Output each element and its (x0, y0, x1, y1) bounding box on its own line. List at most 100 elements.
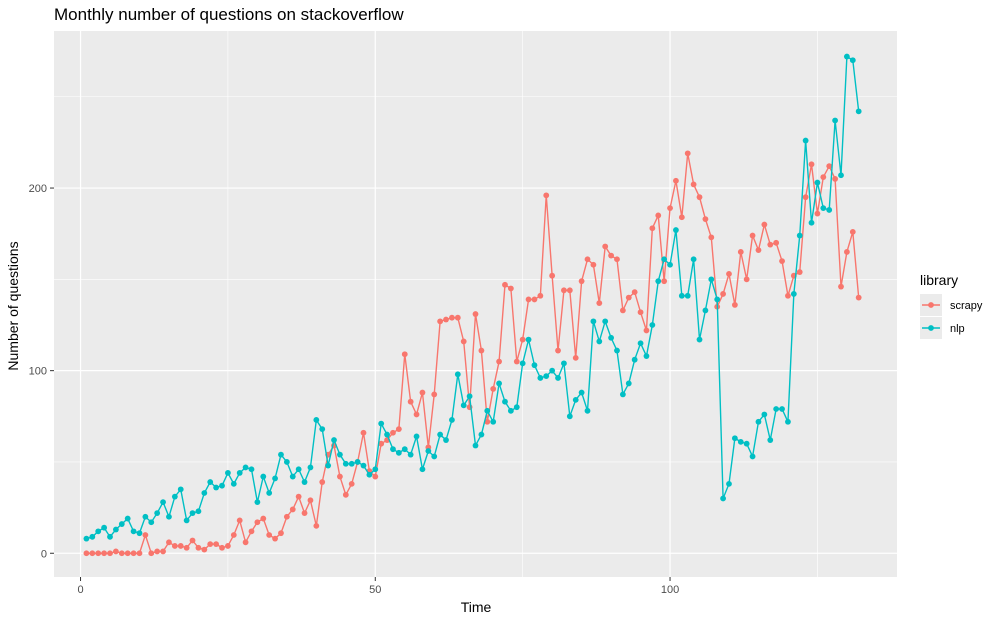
data-point-scrapy (631, 289, 638, 296)
data-point-nlp (614, 347, 620, 354)
x-tick-label: 100 (661, 584, 679, 596)
data-point-nlp (731, 435, 738, 442)
data-point-nlp (113, 526, 119, 533)
data-point-scrapy (419, 389, 426, 396)
data-point-nlp (543, 373, 550, 380)
data-point-scrapy (124, 550, 131, 557)
data-point-scrapy (213, 541, 220, 548)
data-point-scrapy (667, 205, 673, 212)
data-point-scrapy (431, 391, 438, 398)
data-point-nlp (655, 278, 662, 285)
data-point-nlp (773, 406, 780, 412)
legend-keys: scrapy nlp (920, 294, 983, 339)
series-nlp (83, 53, 862, 542)
data-point-scrapy (826, 163, 833, 170)
data-point-nlp (720, 495, 726, 502)
data-point-scrapy (443, 316, 449, 323)
data-point-nlp (230, 480, 237, 487)
data-point-nlp (390, 446, 396, 453)
data-point-scrapy (449, 314, 455, 321)
data-point-nlp (136, 530, 143, 537)
data-point-nlp (89, 533, 96, 540)
y-axis: 0 100 200 (29, 183, 54, 560)
data-point-scrapy (254, 519, 261, 526)
data-point-nlp (761, 411, 768, 418)
data-point-scrapy (737, 249, 744, 255)
data-point-nlp (407, 451, 414, 458)
data-point-nlp (673, 227, 679, 233)
data-point-scrapy (572, 354, 579, 361)
data-point-nlp (755, 418, 762, 425)
data-point-nlp (702, 307, 709, 314)
data-point-nlp (696, 336, 703, 343)
data-point-scrapy (555, 347, 561, 354)
data-point-nlp (130, 528, 137, 535)
data-point-nlp (266, 490, 273, 496)
data-point-nlp (661, 256, 668, 263)
data-point-scrapy (602, 243, 609, 250)
data-point-scrapy (272, 535, 278, 542)
data-point-scrapy (578, 278, 585, 285)
data-point-scrapy (107, 550, 113, 557)
data-point-nlp (272, 475, 278, 482)
data-point-scrapy (849, 228, 856, 235)
data-point-nlp (743, 440, 750, 447)
data-point-scrapy (289, 506, 296, 513)
data-point-nlp (207, 479, 214, 485)
data-point-nlp (814, 179, 821, 186)
data-point-nlp (325, 462, 332, 469)
data-point-scrapy (531, 296, 538, 303)
y-axis-title: Number of questions (5, 241, 21, 370)
data-point-nlp (219, 482, 225, 489)
data-point-nlp (225, 470, 231, 476)
data-point-scrapy (484, 418, 491, 425)
data-point-scrapy (702, 216, 709, 222)
data-point-scrapy (378, 440, 385, 447)
data-point-nlp (555, 375, 561, 381)
data-point-nlp (419, 466, 426, 473)
data-point-scrapy (549, 272, 556, 279)
data-point-nlp (513, 404, 520, 411)
data-point-nlp (431, 453, 438, 460)
data-point-scrapy (189, 537, 196, 544)
data-point-nlp (337, 451, 343, 458)
data-point-nlp (684, 292, 691, 299)
data-point-nlp (472, 442, 479, 449)
data-point-scrapy (454, 314, 461, 321)
data-point-nlp (578, 389, 585, 396)
data-point-scrapy (230, 532, 237, 538)
data-point-nlp (378, 420, 385, 427)
data-point-nlp (631, 356, 638, 363)
data-point-nlp (790, 291, 797, 297)
data-point-nlp (242, 464, 249, 471)
data-point-scrapy (195, 544, 202, 551)
data-point-scrapy (478, 347, 485, 354)
legend-key-nlp: nlp (920, 317, 965, 339)
data-point-nlp (649, 322, 656, 328)
legend-label-nlp: nlp (950, 323, 965, 335)
data-point-nlp (507, 407, 514, 414)
legend-title: library (920, 272, 958, 288)
data-point-scrapy (89, 550, 96, 557)
data-point-nlp (260, 473, 267, 480)
data-point-scrapy (614, 256, 620, 263)
data-point-scrapy (201, 546, 208, 553)
data-point-scrapy (307, 497, 314, 504)
data-point-scrapy (649, 225, 656, 232)
data-point-scrapy (407, 398, 414, 405)
series-scrapy (83, 150, 862, 557)
data-point-nlp (460, 402, 467, 409)
data-point-nlp (531, 362, 538, 369)
data-point-scrapy (619, 307, 626, 314)
data-point-nlp (83, 535, 90, 542)
data-point-nlp (307, 464, 314, 471)
data-point-scrapy (266, 532, 273, 538)
data-point-nlp (454, 371, 461, 378)
data-point-nlp (561, 360, 567, 367)
data-point-nlp (726, 480, 732, 487)
data-point-nlp (496, 380, 502, 387)
data-point-scrapy (248, 528, 255, 535)
legend-key-scrapy: scrapy (920, 294, 983, 316)
data-point-nlp (142, 513, 149, 520)
